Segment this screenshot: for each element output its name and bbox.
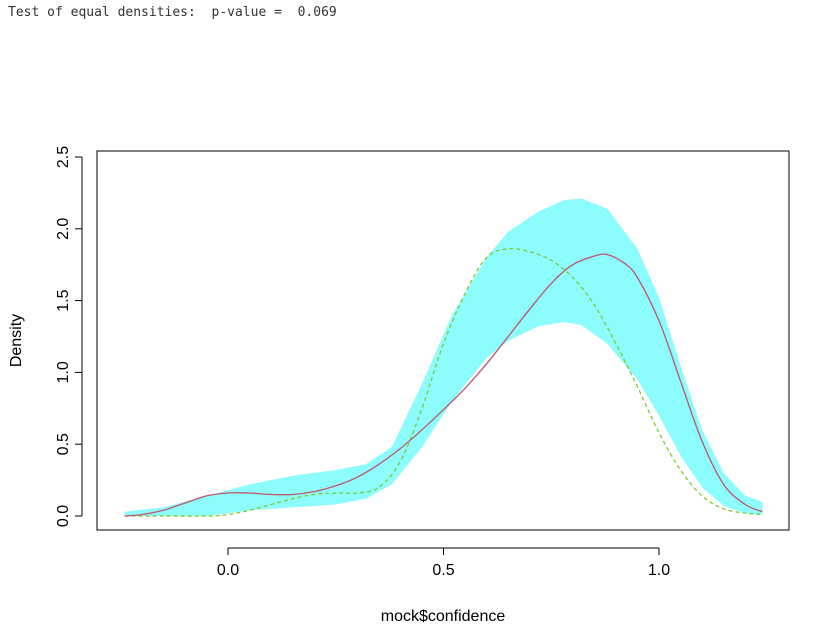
y-tick-label: 1.0: [55, 361, 72, 383]
x-tick-label: 0.5: [432, 562, 454, 579]
y-tick-label: 0.5: [55, 433, 72, 455]
console-output: Test of equal densities: p-value = 0.069: [8, 5, 337, 20]
confidence-band-layer: [124, 198, 763, 516]
y-tick-label: 1.5: [55, 289, 72, 311]
y-axis: 0.0 0.5 1.0 1.5 2.0 2.5: [55, 146, 83, 527]
solid-density-line: [124, 253, 763, 517]
y-axis-label: Density: [8, 314, 25, 367]
confidence-band: [124, 198, 763, 516]
x-tick-label: 1.0: [648, 562, 670, 579]
y-tick-label: 2.5: [55, 146, 72, 168]
y-tick-label: 2.0: [55, 218, 72, 240]
x-tick-label: 0.0: [217, 562, 239, 579]
y-tick-label: 0.0: [55, 505, 72, 527]
plot-frame: [96, 150, 790, 531]
dashed-density-line: [124, 248, 763, 517]
x-axis: 0.0 0.5 1.0: [217, 547, 670, 579]
density-lines-layer: [124, 248, 763, 517]
x-axis-label: mock$confidence: [381, 608, 506, 625]
